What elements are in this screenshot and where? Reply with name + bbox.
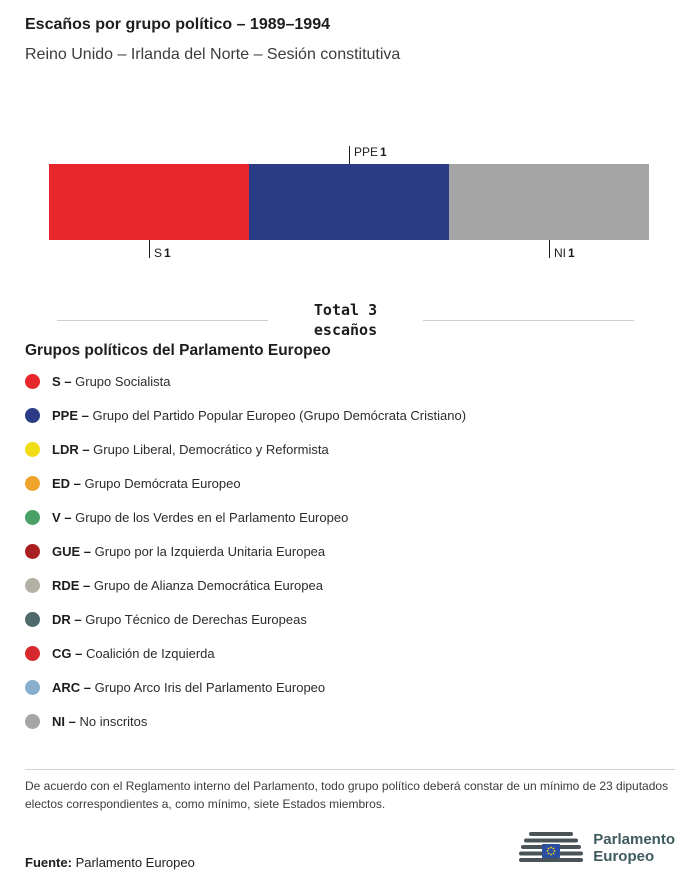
page-title: Escaños por grupo político – 1989–1994	[25, 16, 330, 33]
ep-logo: Parlamento Europeo	[519, 831, 675, 865]
legend-dot-ldr	[25, 441, 40, 457]
legend-group-name: Coalición de Izquierda	[85, 645, 215, 661]
legend-dot-s	[25, 373, 40, 389]
legend-item-cg: CG – Coalición de Izquierda	[25, 636, 675, 670]
segment-label-ppe: PPE 1	[354, 145, 387, 159]
legend-abbr: ARC –	[52, 679, 95, 695]
legend-abbr: S –	[52, 373, 76, 389]
segment-label-value: 1	[380, 145, 387, 159]
legend-group-name: Grupo Técnico de Derechas Europeas	[85, 611, 307, 627]
legend-dot-rde	[25, 577, 40, 593]
legend-item-label: CG – Coalición de Izquierda	[52, 646, 215, 661]
footnote-divider	[25, 769, 675, 770]
legend-group-name: Grupo Arco Iris del Parlamento Europeo	[94, 679, 326, 695]
legend-dot-arc	[25, 679, 40, 695]
legend-dot-dr	[25, 611, 40, 627]
legend-group-name: Grupo Demócrata Europeo	[84, 475, 241, 491]
tick-ni	[549, 240, 550, 258]
legend-abbr: LDR –	[52, 441, 94, 457]
legend-group-name: Grupo por la Izquierda Unitaria Europea	[94, 543, 326, 559]
legend-abbr: DR –	[52, 611, 86, 627]
legend-group-name: Grupo de los Verdes en el Parlamento Eur…	[75, 509, 349, 525]
bar-segment-s[interactable]	[49, 164, 249, 240]
legend-item-label: ARC – Grupo Arco Iris del Parlamento Eur…	[52, 680, 325, 695]
legend-group-name: Grupo del Partido Popular Europeo (Grupo…	[92, 407, 467, 423]
bar-segment-ppe[interactable]	[249, 164, 449, 240]
total-line-2: escaños	[313, 321, 378, 339]
legend-abbr: CG –	[52, 645, 86, 661]
divider-rule-left	[57, 319, 268, 321]
legend-item-arc: ARC – Grupo Arco Iris del Parlamento Eur…	[25, 670, 675, 704]
segment-label-value: 1	[568, 246, 575, 260]
legend-abbr: V –	[52, 509, 76, 525]
source-value: Parlamento Europeo	[75, 855, 195, 870]
legend-dot-v	[25, 509, 40, 525]
segment-label-ni: NI 1	[554, 246, 575, 260]
legend-abbr: ED –	[52, 475, 85, 491]
segment-label-name: S	[153, 246, 162, 260]
legend-group-name: Grupo Socialista	[75, 373, 171, 389]
legend-list: S – Grupo Socialista PPE – Grupo del Part…	[25, 364, 675, 738]
legend-item-v: V – Grupo de los Verdes en el Parlamento…	[25, 500, 675, 534]
legend-dot-ni	[25, 713, 40, 729]
segment-label-name: PPE	[354, 145, 379, 159]
stacked-bar	[49, 164, 649, 240]
legend-group-name: Grupo Liberal, Democrático y Reformista	[93, 441, 329, 457]
legend-item-label: DR – Grupo Técnico de Derechas Europeas	[52, 612, 307, 627]
legend-abbr: NI –	[52, 713, 80, 729]
legend-group-name: No inscritos	[79, 713, 148, 729]
ep-logo-text: Parlamento Europeo	[593, 831, 675, 865]
source-line: Fuente: Parlamento Europeo	[25, 855, 195, 870]
legend-dot-gue	[25, 543, 40, 559]
legend-item-ldr: LDR – Grupo Liberal, Democrático y Refor…	[25, 432, 675, 466]
legend-item-label: PPE – Grupo del Partido Popular Europeo …	[52, 408, 466, 423]
segment-label-name: NI	[554, 246, 566, 260]
legend-item-ppe: PPE – Grupo del Partido Popular Europeo …	[25, 398, 675, 432]
eu-flag-icon	[542, 844, 561, 858]
legend-heading: Grupos políticos del Parlamento Europeo	[25, 342, 331, 359]
total-label: Total 3 escaños	[314, 300, 377, 340]
divider-rule-right	[423, 319, 634, 321]
legend-item-label: LDR – Grupo Liberal, Democrático y Refor…	[52, 442, 329, 457]
legend-item-ni: NI – No inscritos	[25, 704, 675, 738]
legend-item-rde: RDE – Grupo de Alianza Democrática Europ…	[25, 568, 675, 602]
seats-bar-chart: S 1 PPE 1 NI 1	[49, 145, 649, 260]
tick-ppe	[349, 146, 350, 164]
legend-item-label: RDE – Grupo de Alianza Democrática Europ…	[52, 578, 323, 593]
legend-abbr: PPE –	[52, 407, 93, 423]
legend-item-label: V – Grupo de los Verdes en el Parlamento…	[52, 510, 348, 525]
bar-segment-ni[interactable]	[449, 164, 649, 240]
ep-logo-text-line-1: Parlamento	[593, 831, 675, 848]
legend-dot-cg	[25, 645, 40, 661]
legend-dot-ed	[25, 475, 40, 491]
legend-item-dr: DR – Grupo Técnico de Derechas Europeas	[25, 602, 675, 636]
tick-s	[149, 240, 150, 258]
legend-group-name: Grupo de Alianza Democrática Europea	[93, 577, 323, 593]
total-line-1: Total 3	[313, 301, 378, 319]
legend-dot-ppe	[25, 407, 40, 423]
hemicycle-icon	[519, 831, 584, 865]
legend-item-label: S – Grupo Socialista	[52, 374, 171, 389]
footnote-text: De acuerdo con el Reglamento interno del…	[25, 779, 669, 811]
segment-label-value: 1	[164, 246, 171, 260]
legend-item-label: ED – Grupo Demócrata Europeo	[52, 476, 241, 491]
legend-item-label: NI – No inscritos	[52, 714, 147, 729]
legend-item-ed: ED – Grupo Demócrata Europeo	[25, 466, 675, 500]
legend-abbr: GUE –	[52, 543, 95, 559]
legend-abbr: RDE –	[52, 577, 94, 593]
legend-item-label: GUE – Grupo por la Izquierda Unitaria Eu…	[52, 544, 325, 559]
legend-item-s: S – Grupo Socialista	[25, 364, 675, 398]
legend-item-gue: GUE – Grupo por la Izquierda Unitaria Eu…	[25, 534, 675, 568]
source-label: Fuente:	[25, 855, 72, 870]
ep-logo-text-line-2: Europeo	[593, 848, 655, 865]
page-subtitle: Reino Unido – Irlanda del Norte – Sesión…	[25, 46, 401, 63]
total-divider: Total 3 escaños	[57, 300, 634, 340]
